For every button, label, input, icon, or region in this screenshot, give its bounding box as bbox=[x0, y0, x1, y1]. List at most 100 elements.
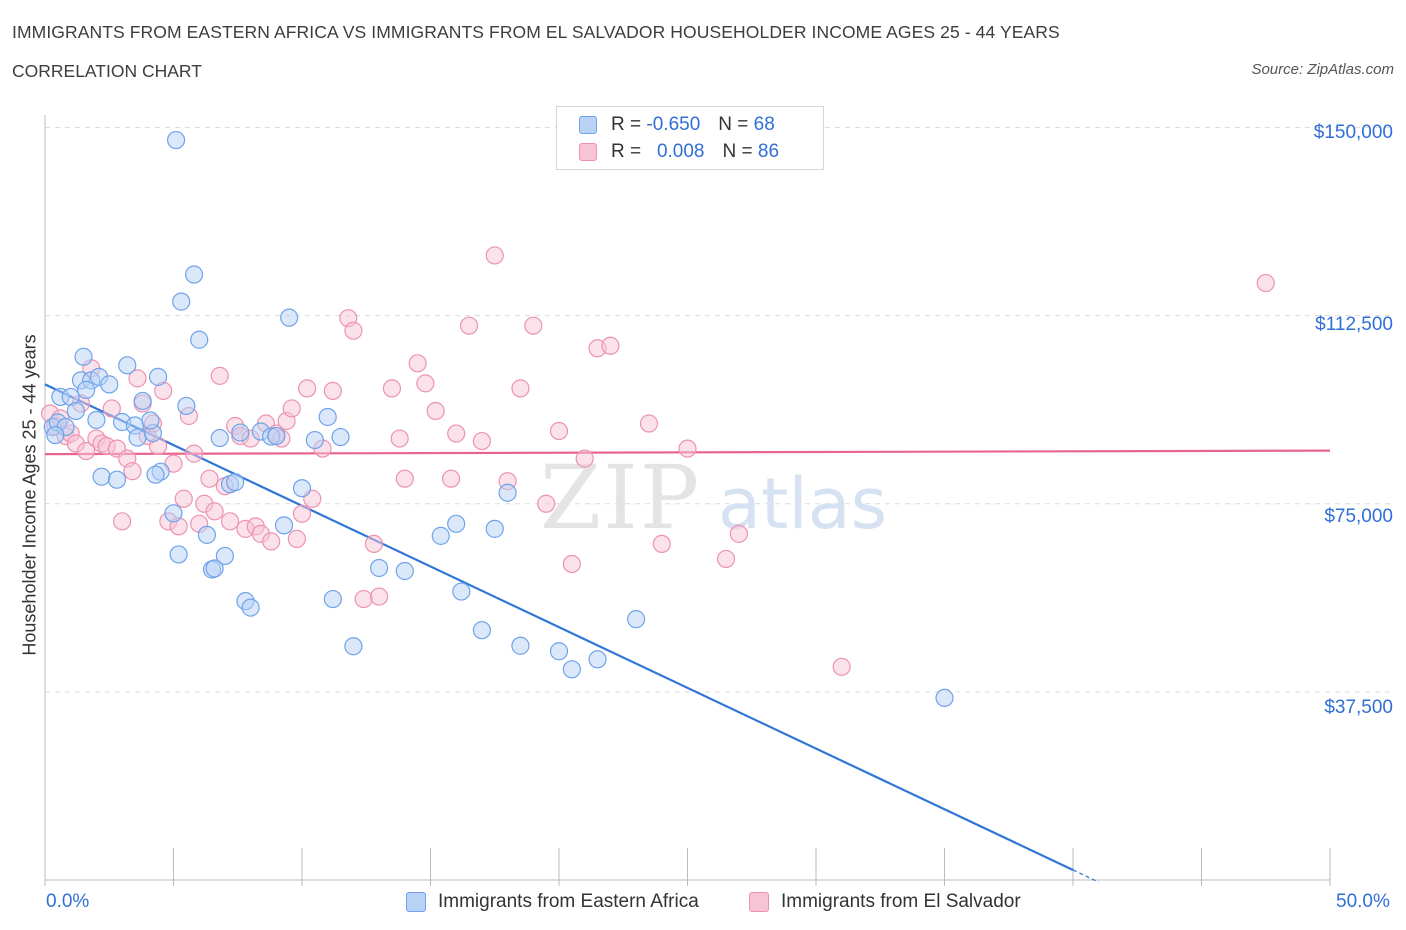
point-el-salvador bbox=[1256, 273, 1275, 293]
point-el-salvador bbox=[344, 321, 363, 340]
point-eastern-africa bbox=[318, 407, 337, 427]
point-eastern-africa bbox=[331, 427, 350, 447]
y-axis-label: Householder Income Ages 25 - 44 years bbox=[19, 334, 40, 656]
point-eastern-africa bbox=[46, 425, 65, 445]
legend-label: Immigrants from Eastern Africa bbox=[438, 891, 699, 912]
point-eastern-africa bbox=[562, 660, 581, 679]
point-eastern-africa bbox=[177, 396, 196, 416]
chart-title: IMMIGRANTS FROM EASTERN AFRICA VS IMMIGR… bbox=[12, 22, 1060, 42]
point-el-salvador bbox=[128, 369, 147, 388]
point-eastern-africa bbox=[128, 428, 147, 447]
point-el-salvador bbox=[447, 424, 466, 443]
point-eastern-africa bbox=[305, 430, 324, 450]
trend-line-extension bbox=[1072, 869, 1099, 883]
point-el-salvador bbox=[524, 316, 543, 335]
point-el-salvador bbox=[370, 587, 389, 606]
point-eastern-africa bbox=[267, 426, 286, 446]
watermark: ZIP atlas bbox=[540, 446, 887, 549]
legend-row-eastern-africa: R = -0.650 N = 68 bbox=[579, 113, 775, 137]
point-el-salvador bbox=[511, 379, 530, 398]
point-el-salvador bbox=[220, 512, 240, 531]
correlation-legend: R = -0.650 N = 68 R = 0.008 N = 86 bbox=[556, 106, 824, 170]
point-el-salvador bbox=[77, 441, 96, 461]
point-el-salvador bbox=[459, 316, 479, 335]
point-el-salvador bbox=[112, 512, 132, 531]
point-el-salvador bbox=[472, 431, 491, 451]
point-el-salvador bbox=[102, 399, 121, 418]
point-el-salvador bbox=[562, 554, 581, 574]
point-eastern-africa bbox=[626, 610, 646, 629]
point-eastern-africa bbox=[370, 558, 389, 578]
point-eastern-africa bbox=[66, 401, 85, 421]
point-eastern-africa bbox=[452, 582, 471, 601]
point-el-salvador bbox=[323, 381, 342, 401]
x-tick-label-start: 0.0% bbox=[46, 891, 90, 912]
legend-n-value: 86 bbox=[757, 141, 780, 162]
point-eastern-africa bbox=[197, 525, 217, 544]
point-el-salvador bbox=[287, 529, 306, 548]
point-eastern-africa bbox=[74, 347, 93, 366]
legend-r-label: R = bbox=[611, 114, 642, 135]
legend-item-eastern-africa: Immigrants from Eastern Africa bbox=[406, 890, 699, 914]
point-el-salvador bbox=[678, 439, 697, 458]
legend-row-el-salvador: R = 0.008 N = 86 bbox=[579, 140, 779, 164]
watermark-zip: ZIP bbox=[540, 446, 701, 549]
point-eastern-africa bbox=[472, 621, 491, 640]
point-eastern-africa bbox=[172, 292, 191, 311]
point-eastern-africa bbox=[205, 559, 224, 578]
point-el-salvador bbox=[354, 589, 373, 609]
point-eastern-africa bbox=[588, 650, 607, 669]
point-eastern-africa bbox=[210, 428, 229, 448]
legend-swatch-pink bbox=[749, 892, 769, 912]
point-el-salvador bbox=[537, 494, 556, 513]
point-eastern-africa bbox=[231, 423, 250, 442]
point-el-salvador bbox=[364, 534, 384, 554]
point-el-salvador bbox=[292, 504, 312, 523]
point-eastern-africa bbox=[431, 526, 450, 545]
point-eastern-africa bbox=[133, 391, 152, 411]
trend-line-eastern-africa bbox=[44, 383, 1074, 871]
legend-swatch-blue bbox=[406, 892, 426, 912]
point-el-salvador bbox=[262, 532, 281, 551]
x-tick-label-end: 50.0% bbox=[1336, 891, 1390, 912]
point-el-salvador bbox=[174, 489, 193, 508]
point-el-salvador bbox=[601, 336, 620, 355]
legend-r-label: R = bbox=[611, 141, 642, 162]
legend-n-label: N = bbox=[718, 114, 749, 135]
point-eastern-africa bbox=[215, 546, 234, 566]
chart-subtitle: CORRELATION CHART bbox=[12, 61, 202, 81]
point-el-salvador bbox=[395, 469, 414, 488]
y-tick-label: $150,000 bbox=[1313, 122, 1393, 143]
point-eastern-africa bbox=[107, 470, 127, 489]
point-el-salvador bbox=[716, 549, 736, 569]
point-eastern-africa bbox=[485, 519, 504, 538]
point-eastern-africa bbox=[169, 545, 188, 564]
point-eastern-africa bbox=[146, 465, 165, 484]
point-el-salvador bbox=[382, 379, 402, 398]
point-el-salvador bbox=[426, 401, 445, 421]
legend-n-label: N = bbox=[722, 141, 753, 162]
point-eastern-africa bbox=[292, 479, 312, 498]
legend-label: Immigrants from El Salvador bbox=[781, 891, 1021, 912]
point-el-salvador bbox=[184, 444, 204, 463]
point-eastern-africa bbox=[511, 636, 530, 655]
point-el-salvador bbox=[200, 469, 219, 488]
point-el-salvador bbox=[210, 366, 229, 385]
point-eastern-africa bbox=[280, 308, 299, 327]
point-eastern-africa bbox=[184, 265, 204, 284]
point-eastern-africa bbox=[323, 589, 342, 609]
y-tick-label: $37,500 bbox=[1324, 697, 1393, 718]
point-eastern-africa bbox=[164, 504, 183, 523]
point-el-salvador bbox=[639, 414, 659, 433]
point-eastern-africa bbox=[241, 598, 260, 617]
point-el-salvador bbox=[485, 246, 504, 265]
point-el-salvador bbox=[575, 449, 594, 468]
data-points bbox=[41, 130, 1275, 708]
point-eastern-africa bbox=[549, 642, 569, 661]
point-el-salvador bbox=[164, 454, 183, 473]
legend-swatch-blue bbox=[579, 116, 597, 134]
legend-item-el-salvador: Immigrants from El Salvador bbox=[749, 890, 1021, 914]
point-el-salvador bbox=[729, 524, 749, 543]
legend-n-value: 68 bbox=[753, 114, 775, 135]
